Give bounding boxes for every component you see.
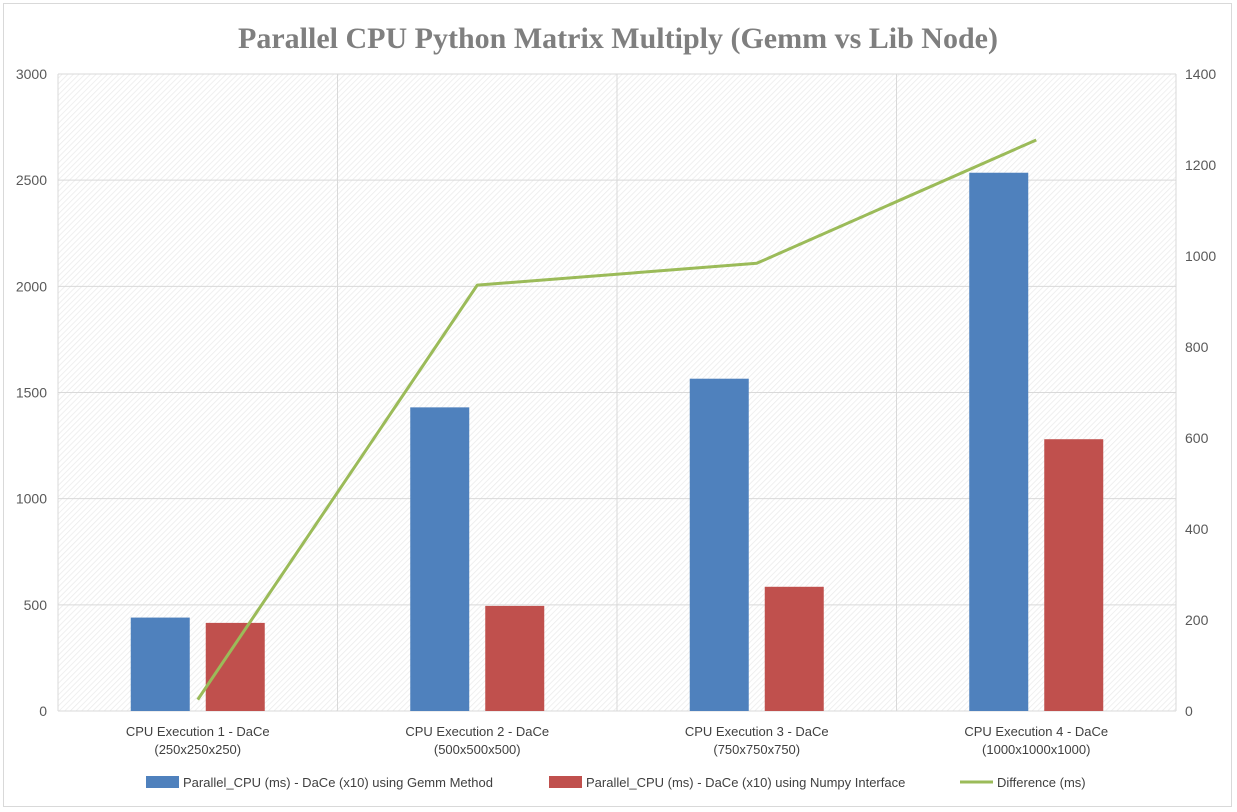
left-tick-label: 0	[39, 703, 47, 719]
right-tick-label: 1200	[1185, 157, 1216, 173]
left-tick-label: 2000	[16, 278, 47, 294]
left-tick-label: 2500	[16, 172, 47, 188]
category-label: CPU Execution 2 - DaCe	[405, 724, 549, 739]
category-label: (750x750x750)	[713, 742, 800, 757]
bar	[130, 617, 190, 711]
x-axis-categories: CPU Execution 1 - DaCe (250x250x250) CPU E…	[126, 724, 1108, 757]
right-tick-label: 0	[1185, 703, 1193, 719]
difference-line-layer	[196, 138, 1037, 701]
right-tick-label: 1000	[1185, 248, 1216, 264]
category-label: CPU Execution 3 - DaCe	[685, 724, 829, 739]
legend-swatch	[146, 776, 179, 788]
bars	[130, 172, 1104, 712]
left-tick-label: 1000	[16, 491, 47, 507]
bar	[205, 622, 265, 711]
right-tick-label: 200	[1185, 612, 1209, 628]
bar	[1044, 439, 1104, 711]
right-tick-label: 800	[1185, 339, 1209, 355]
bar	[764, 586, 824, 711]
legend-label: Difference (ms)	[997, 775, 1086, 790]
category-label: CPU Execution 1 - DaCe	[126, 724, 270, 739]
bar	[410, 407, 470, 711]
left-tick-label: 1500	[16, 385, 47, 401]
right-tick-label: 400	[1185, 521, 1209, 537]
bar	[689, 378, 749, 711]
legend: Parallel_CPU (ms) - DaCe (x10) using Gem…	[146, 775, 1086, 790]
chart-title: Parallel CPU Python Matrix Multiply (Gem…	[238, 22, 998, 55]
legend-swatch	[549, 776, 582, 788]
category-label: (500x500x500)	[434, 742, 521, 757]
bar	[485, 605, 545, 711]
category-label: (1000x1000x1000)	[982, 742, 1090, 757]
category-label: (250x250x250)	[154, 742, 241, 757]
legend-label: Parallel_CPU (ms) - DaCe (x10) using Gem…	[183, 775, 493, 790]
left-tick-label: 3000	[16, 66, 47, 82]
right-axis-ticks: 0 200 400 600 800 1000 1200 1400	[1185, 66, 1216, 719]
legend-label: Parallel_CPU (ms) - DaCe (x10) using Num…	[586, 775, 905, 790]
left-axis-ticks: 0 500 1000 1500 2000 2500 3000	[16, 66, 47, 719]
category-label: CPU Execution 4 - DaCe	[964, 724, 1108, 739]
bar	[969, 172, 1029, 712]
right-tick-label: 1400	[1185, 66, 1216, 82]
right-tick-label: 600	[1185, 430, 1209, 446]
left-tick-label: 500	[24, 597, 48, 613]
difference-line	[196, 138, 1037, 701]
